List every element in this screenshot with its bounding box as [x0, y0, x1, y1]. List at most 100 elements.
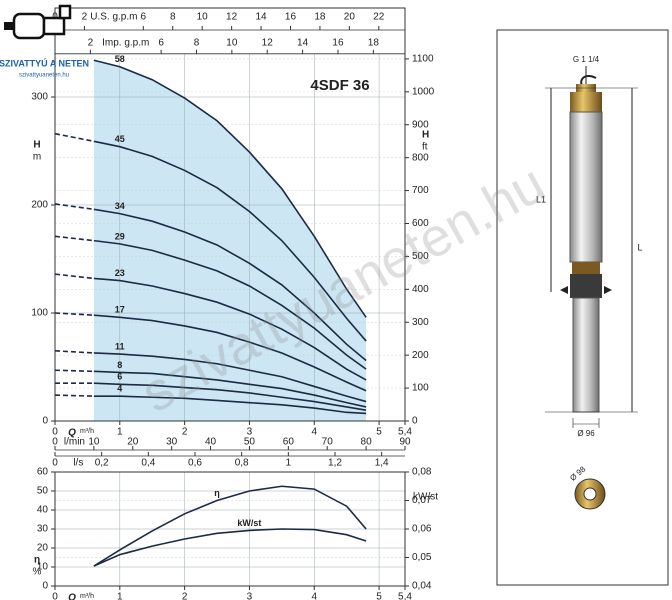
axis-tick-label: 18	[368, 38, 380, 49]
x-axis-label: Q	[68, 593, 76, 600]
coupling	[572, 262, 600, 274]
axis-tick-label: 20	[344, 12, 356, 23]
axis-tick-label: 70	[322, 437, 334, 448]
outlet-label: G 1 1/4	[573, 55, 600, 64]
axis-tick-label: 40	[205, 437, 217, 448]
x-tick-label: 0	[52, 427, 58, 438]
chart-title: 4SDF 36	[310, 77, 369, 94]
axis-tick-label: 1,2	[328, 458, 342, 469]
axis-tick-label: 22	[373, 12, 385, 23]
curve	[93, 485, 367, 567]
y2-tick-label: 1100	[412, 54, 434, 65]
y-tick-label: 0	[42, 416, 48, 427]
logo: SZIVATTYÚ A NETEN szivattyuaneten.hu	[0, 4, 89, 79]
curve	[93, 382, 367, 411]
curve	[54, 235, 94, 242]
axis-tick-label: 20	[127, 437, 139, 448]
x-tick-label: 5,4	[398, 592, 412, 600]
axis-tick-label: 12	[262, 38, 274, 49]
axis-tick-label: 6	[141, 12, 147, 23]
curve	[54, 203, 94, 211]
y2-tick-label: 1000	[412, 86, 435, 97]
axis-unit: l/s	[73, 458, 83, 469]
x-tick-label: 3	[247, 592, 253, 600]
logo-icon	[58, 4, 72, 20]
y2-axis-unit: ft	[422, 142, 428, 153]
curve-label: 6	[117, 372, 122, 382]
x-axis-label: Q	[68, 428, 76, 439]
y2-tick-label: 700	[412, 185, 429, 196]
axis-tick-label: 16	[332, 38, 344, 49]
curve	[93, 314, 367, 392]
y2-tick-label: 900	[412, 119, 429, 130]
charts: 0 1 2 3 4 5 5,40100200300010020030040050060070…	[31, 7, 438, 600]
y-tick-label: 0	[42, 581, 48, 592]
x-tick-label: 5,4	[398, 427, 412, 438]
x-tick-label: 0	[52, 592, 58, 600]
curve-label: kW/st	[237, 518, 261, 528]
y2-tick-label: 0,04	[412, 581, 432, 592]
x-tick-label: 1	[117, 592, 123, 600]
axis-tick-label: 12	[226, 12, 238, 23]
axis-tick-label: 2	[82, 12, 88, 23]
y2-tick-label: 200	[412, 350, 429, 361]
y2-tick-label: 300	[412, 317, 429, 328]
y2-tick-label: 500	[412, 251, 429, 262]
curve-label: 45	[115, 134, 125, 144]
x-axis-unit: m³/h	[80, 593, 94, 600]
curve	[54, 312, 94, 316]
curve	[93, 528, 367, 567]
logo-icon	[42, 16, 66, 36]
curve	[93, 277, 367, 381]
axis-tick-label: 10	[226, 38, 238, 49]
x-tick-label: 2	[182, 427, 188, 438]
axis-tick-label: 0,8	[235, 458, 249, 469]
axis-tick-label: 0,2	[95, 458, 109, 469]
y-tick-label: 40	[37, 505, 49, 516]
pump-body	[569, 111, 603, 263]
y-tick-label: 30	[37, 524, 49, 535]
y-tick-label: 60	[37, 467, 49, 478]
curve	[54, 369, 94, 373]
y-axis-unit: %	[33, 567, 42, 578]
y2-tick-label: 0,06	[412, 524, 432, 535]
axis-tick-label: 0	[52, 458, 58, 469]
length-1-label: L1	[536, 194, 546, 204]
x-tick-label: 1	[117, 427, 123, 438]
curve-label: 34	[115, 201, 125, 211]
curve	[93, 140, 367, 342]
curve-label: 4	[117, 384, 122, 394]
y-axis-unit: m	[33, 152, 41, 163]
y2-tick-label: 600	[412, 218, 429, 229]
axis-tick-label: 8	[194, 38, 200, 49]
pump-head	[570, 92, 602, 112]
curve	[54, 132, 95, 143]
curve-label: 23	[115, 268, 125, 278]
y2-tick-label: 400	[412, 284, 429, 295]
curve-label: 11	[115, 341, 125, 351]
axis-unit: l/min	[64, 437, 85, 448]
y2-tick-label: 0,08	[412, 467, 432, 478]
curve	[93, 395, 367, 415]
axis-tick-label: 1,4	[375, 458, 389, 469]
axis-tick-label: 10	[88, 437, 100, 448]
logo-icon	[4, 22, 14, 30]
operating-range	[93, 60, 367, 421]
axis-tick-label: 90	[399, 437, 411, 448]
y-tick-label: 300	[31, 92, 48, 103]
y2-axis-label: H	[422, 130, 429, 141]
x-tick-label: 4	[311, 592, 317, 600]
y2-tick-label: 0	[412, 416, 418, 427]
curve	[54, 350, 94, 354]
curve	[93, 370, 367, 408]
curve-label: η	[214, 488, 220, 498]
axis-tick-label: 80	[361, 437, 373, 448]
axis-tick-label: 6	[158, 38, 164, 49]
y2-tick-label: 100	[412, 383, 429, 394]
axis-tick-label: 8	[170, 12, 176, 23]
axis-tick-label: 18	[314, 12, 326, 23]
motor	[572, 297, 600, 413]
axis-tick-label: 50	[244, 437, 256, 448]
y-axis-label: H	[33, 140, 40, 151]
logo-name: SZIVATTYÚ A NETEN	[0, 57, 89, 68]
